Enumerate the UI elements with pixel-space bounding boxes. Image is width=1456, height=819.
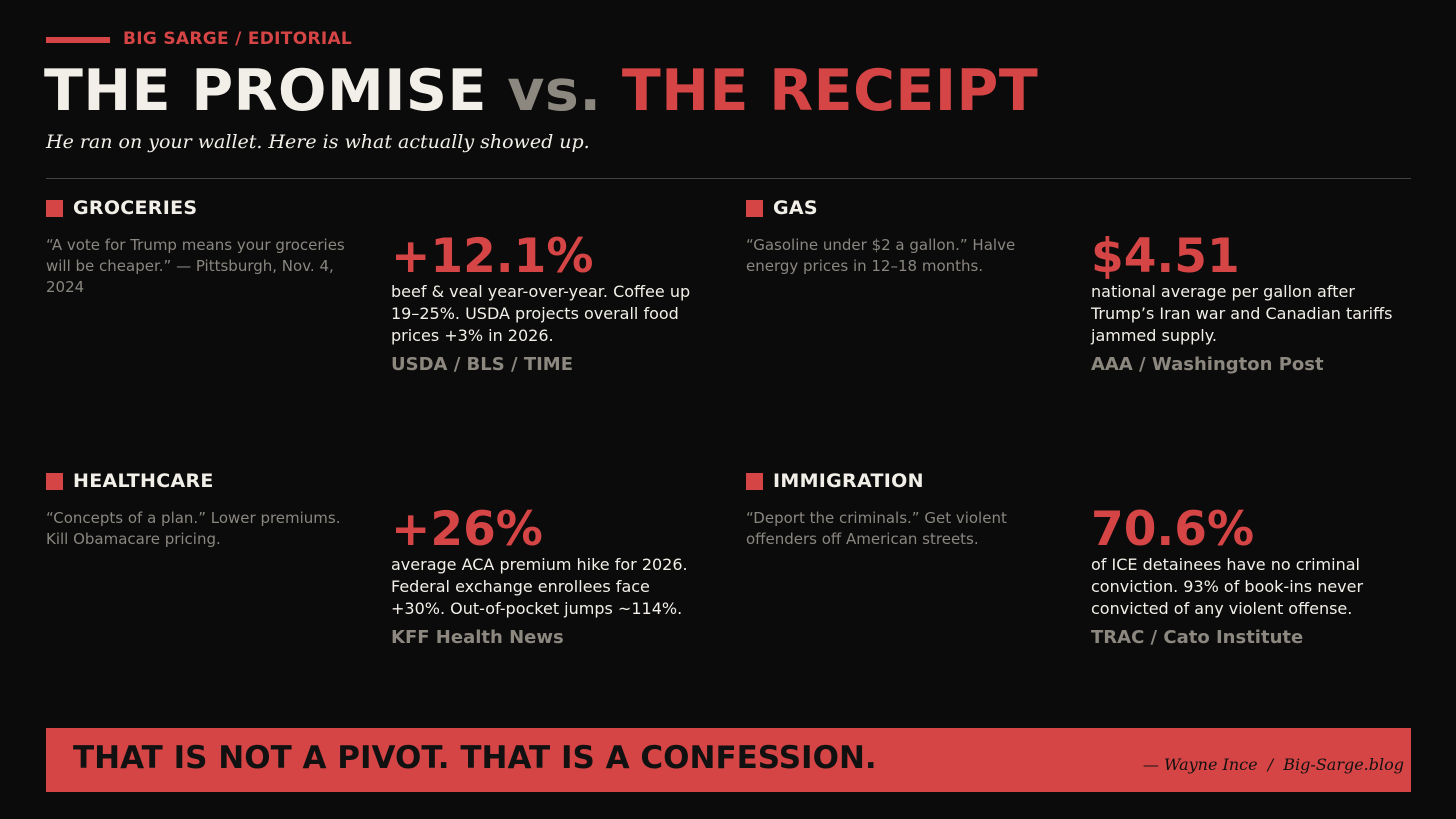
subtitle: He ran on your wallet. Here is what actu… — [46, 131, 590, 153]
receipt-detail: beef & veal year-over-year. Coffee up 19… — [391, 282, 691, 345]
section-label: IMMIGRATION — [773, 470, 924, 492]
divider — [46, 178, 1411, 179]
receipt-detail: of ICE detainees have no criminal convic… — [1091, 555, 1364, 618]
receipt-detail: national average per gallon after Trump’… — [1091, 282, 1393, 345]
kicker: BIG SARGE / EDITORIAL — [123, 29, 353, 49]
receipt-detail: average ACA premium hike for 2026. Feder… — [391, 555, 688, 618]
receipt-source: KFF Health News — [391, 627, 564, 648]
receipt-source: USDA / BLS / TIME — [391, 354, 574, 375]
title: THE PROMISE vs. THE RECEIPT — [44, 58, 1038, 124]
footer-statement: THAT IS NOT A PIVOT. THAT IS A CONFESSIO… — [73, 740, 877, 776]
title-versus: vs. — [507, 58, 602, 124]
section-marker — [46, 200, 63, 217]
receipt-source: TRAC / Cato Institute — [1091, 627, 1304, 648]
footer-banner: THAT IS NOT A PIVOT. THAT IS A CONFESSIO… — [46, 728, 1411, 792]
section-marker — [746, 473, 763, 490]
kicker-bar — [46, 37, 110, 43]
receipt-stat: $4.51 — [1091, 229, 1240, 284]
footer-credit: — Wayne Ince / Big-Sarge.blog — [1142, 755, 1404, 774]
promise-quote: “Deport the criminals.” Get violent offe… — [746, 509, 1007, 548]
section-label: GROCERIES — [73, 197, 198, 219]
title-receipt: THE RECEIPT — [621, 58, 1039, 124]
promise-quote: “Gasoline under $2 a gallon.” Halve ener… — [746, 236, 1016, 275]
promise-quote: “Concepts of a plan.” Lower premiums. Ki… — [46, 509, 341, 548]
receipt-stat: 70.6% — [1091, 502, 1255, 557]
receipt-stat: +12.1% — [391, 229, 594, 284]
section-marker — [46, 473, 63, 490]
receipt-source: AAA / Washington Post — [1091, 354, 1324, 375]
receipt-stat: +26% — [391, 502, 543, 557]
section-marker — [746, 200, 763, 217]
section-label: GAS — [773, 197, 818, 219]
section-label: HEALTHCARE — [73, 470, 214, 492]
promise-quote: “A vote for Trump means your groceries w… — [46, 236, 345, 296]
title-promise: THE PROMISE — [44, 58, 487, 124]
